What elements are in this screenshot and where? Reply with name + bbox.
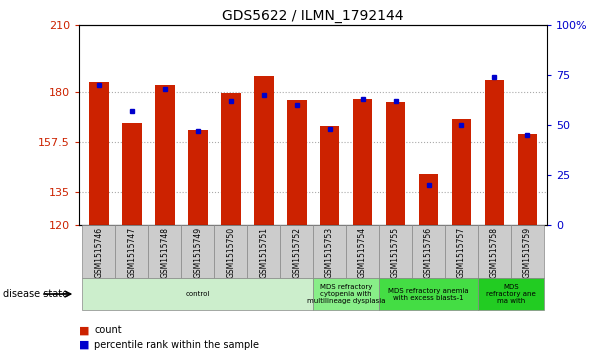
- Bar: [419, 174, 438, 225]
- Bar: [155, 85, 174, 225]
- Bar: [287, 100, 306, 225]
- Text: GSM1515756: GSM1515756: [424, 227, 433, 278]
- Bar: [452, 119, 471, 225]
- Text: count: count: [94, 325, 122, 335]
- Text: GSM1515754: GSM1515754: [358, 227, 367, 278]
- Text: GSM1515750: GSM1515750: [226, 227, 235, 278]
- Bar: [346, 225, 379, 278]
- Bar: [313, 225, 346, 278]
- Text: GSM1515746: GSM1515746: [94, 227, 103, 278]
- Bar: [485, 80, 505, 225]
- Bar: [181, 225, 214, 278]
- Bar: [517, 134, 537, 225]
- Bar: [353, 99, 373, 225]
- Bar: [122, 123, 142, 225]
- Text: MDS refractory
cytopenia with
multilineage dysplasia: MDS refractory cytopenia with multilinea…: [307, 284, 385, 304]
- Text: GSM1515758: GSM1515758: [490, 227, 499, 278]
- Bar: [254, 77, 274, 225]
- Bar: [379, 278, 478, 310]
- Bar: [82, 278, 313, 310]
- Text: GSM1515753: GSM1515753: [325, 227, 334, 278]
- Text: GSM1515747: GSM1515747: [127, 227, 136, 278]
- Text: GSM1515749: GSM1515749: [193, 227, 202, 278]
- Text: MDS refractory anemia
with excess blasts-1: MDS refractory anemia with excess blasts…: [388, 287, 469, 301]
- Text: percentile rank within the sample: percentile rank within the sample: [94, 340, 259, 350]
- Bar: [247, 225, 280, 278]
- Bar: [478, 278, 544, 310]
- Bar: [89, 82, 109, 225]
- Bar: [385, 102, 406, 225]
- Bar: [116, 225, 148, 278]
- Text: GSM1515748: GSM1515748: [161, 227, 169, 278]
- Bar: [188, 130, 207, 225]
- Bar: [478, 225, 511, 278]
- Bar: [320, 126, 339, 225]
- Text: GSM1515755: GSM1515755: [391, 227, 400, 278]
- Bar: [148, 225, 181, 278]
- Text: control: control: [185, 291, 210, 297]
- Text: ■: ■: [79, 340, 89, 350]
- Text: GSM1515759: GSM1515759: [523, 227, 532, 278]
- Bar: [214, 225, 247, 278]
- Bar: [82, 225, 116, 278]
- Text: GSM1515752: GSM1515752: [292, 227, 301, 278]
- Bar: [445, 225, 478, 278]
- Bar: [313, 278, 379, 310]
- Bar: [412, 225, 445, 278]
- Bar: [511, 225, 544, 278]
- Bar: [221, 93, 241, 225]
- Text: ■: ■: [79, 325, 89, 335]
- Bar: [379, 225, 412, 278]
- Title: GDS5622 / ILMN_1792144: GDS5622 / ILMN_1792144: [223, 9, 404, 23]
- Text: GSM1515757: GSM1515757: [457, 227, 466, 278]
- Text: disease state: disease state: [3, 289, 68, 299]
- Bar: [280, 225, 313, 278]
- Text: MDS
refractory ane
ma with: MDS refractory ane ma with: [486, 284, 536, 304]
- Text: GSM1515751: GSM1515751: [259, 227, 268, 278]
